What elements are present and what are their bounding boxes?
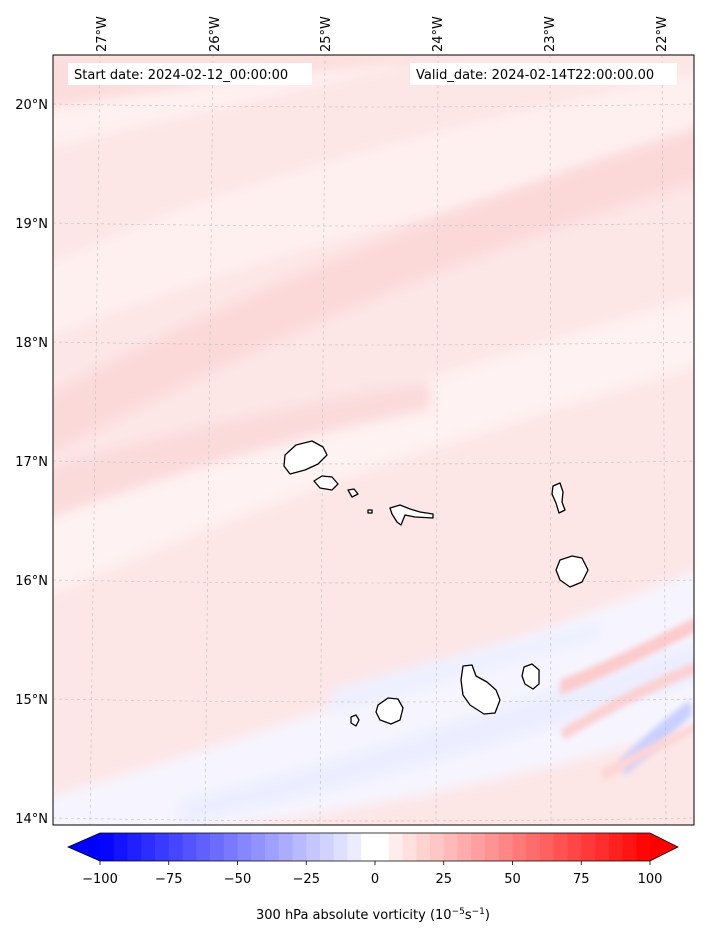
lon-label-25w: 25°W [319,16,334,52]
valid-date-label: Valid_date: 2024-02-14T22:00:00.00 [416,68,654,83]
colorbar-segments [100,833,651,861]
colorbar-segment [471,833,486,861]
colorbar-segment [567,833,582,861]
gridlines [53,55,694,825]
lat-label-19n: 19°N [15,217,48,232]
colorbar-segment [182,833,197,861]
lat-label-20n: 20°N [15,98,48,113]
colorbar-segment [237,833,252,861]
colorbar-segment [416,833,431,861]
map-frame [52,54,695,826]
colorbar-tick-label: 100 [638,872,663,887]
lon-label-22w: 22°W [655,16,670,52]
colorbar-segment [540,833,555,861]
island-santa-luzia [347,488,359,498]
colorbar-segment [485,833,500,861]
colorbar-extend-high [650,833,678,861]
island-boa-vista [555,555,589,588]
colorbar-segment [155,833,170,861]
lat-label-14n: 14°N [15,812,48,827]
colorbar-segment [553,833,569,861]
island-raso [367,509,373,514]
colorbar-ticks: −100 −75 −50 −25 0 25 50 75 100 [82,861,662,887]
colorbar-tick-label: −50 [224,872,251,887]
start-date-box: Start date: 2024-02-12_00:00:00 [68,63,312,85]
island-sao-nicolau [389,504,434,526]
colorbar-segment [622,833,637,861]
valid-date-box: Valid_date: 2024-02-14T22:00:00.00 [410,63,677,85]
colorbar-tick-label: 0 [371,872,379,887]
islands [283,440,589,727]
colorbar-segment [595,833,610,861]
colorbar-segment [113,833,129,861]
colorbar-segment [265,833,280,861]
colorbar-segment [306,833,321,861]
island-brava [350,714,360,727]
lon-label-23w: 23°W [543,16,558,52]
colorbar-segment [636,833,651,861]
colorbar-segment [251,833,266,861]
longitude-labels: 27°W 26°W 25°W 24°W 23°W 22°W [95,16,670,52]
colorbar-extend-low [68,833,100,861]
colorbar-segment [443,833,459,861]
colorbar-tick-label: −75 [155,872,182,887]
colorbar-segment [430,833,445,861]
island-sal [551,482,566,514]
lat-label-15n: 15°N [15,693,48,708]
colorbar-segment [141,833,156,861]
colorbar-tick-label: −25 [293,872,320,887]
colorbar-segment [608,833,624,861]
colorbar-segment [223,833,239,861]
colorbar-tick-label: −100 [82,872,118,887]
colorbar-segment [498,833,514,861]
island-maio [521,663,540,690]
colorbar-segment [375,833,390,861]
lat-label-17n: 17°N [15,455,48,470]
colorbar-segment [361,833,376,861]
lat-label-16n: 16°N [15,574,48,589]
colorbar-segment [196,833,211,861]
start-date-label: Start date: 2024-02-12_00:00:00 [74,68,288,83]
island-santo-antao [283,440,328,475]
island-fogo [375,697,404,725]
lon-label-24w: 24°W [431,16,446,52]
island-sao-vicente [313,475,339,491]
colorbar-segment [581,833,596,861]
colorbar-tick-label: 50 [504,872,521,887]
vorticity-field [53,55,694,825]
colorbar-segment [388,833,404,861]
colorbar-tick-label: 25 [435,872,452,887]
lon-label-27w: 27°W [95,16,110,52]
colorbar-segment [402,833,417,861]
colorbar: −100 −75 −50 −25 0 25 50 75 100 300 hPa absolute… [67,832,679,923]
colorbar-segment [457,833,472,861]
latitude-labels: 20°N 19°N 18°N 17°N 16°N 15°N 14°N [15,98,48,827]
colorbar-label: 300 hPa absolute vorticity (10−5s−1) [256,907,490,923]
lon-label-26w: 26°W [208,16,223,52]
colorbar-segment [168,833,184,861]
colorbar-segment [320,833,335,861]
colorbar-segment [333,833,349,861]
colorbar-segment [292,833,307,861]
colorbar-segment [347,833,362,861]
island-santiago [460,664,501,715]
colorbar-segment [127,833,142,861]
colorbar-segment [210,833,225,861]
colorbar-segment [526,833,541,861]
lat-label-18n: 18°N [15,336,48,351]
colorbar-segment [512,833,527,861]
colorbar-segment [100,833,115,861]
colorbar-tick-label: 75 [573,872,590,887]
colorbar-segment [278,833,294,861]
